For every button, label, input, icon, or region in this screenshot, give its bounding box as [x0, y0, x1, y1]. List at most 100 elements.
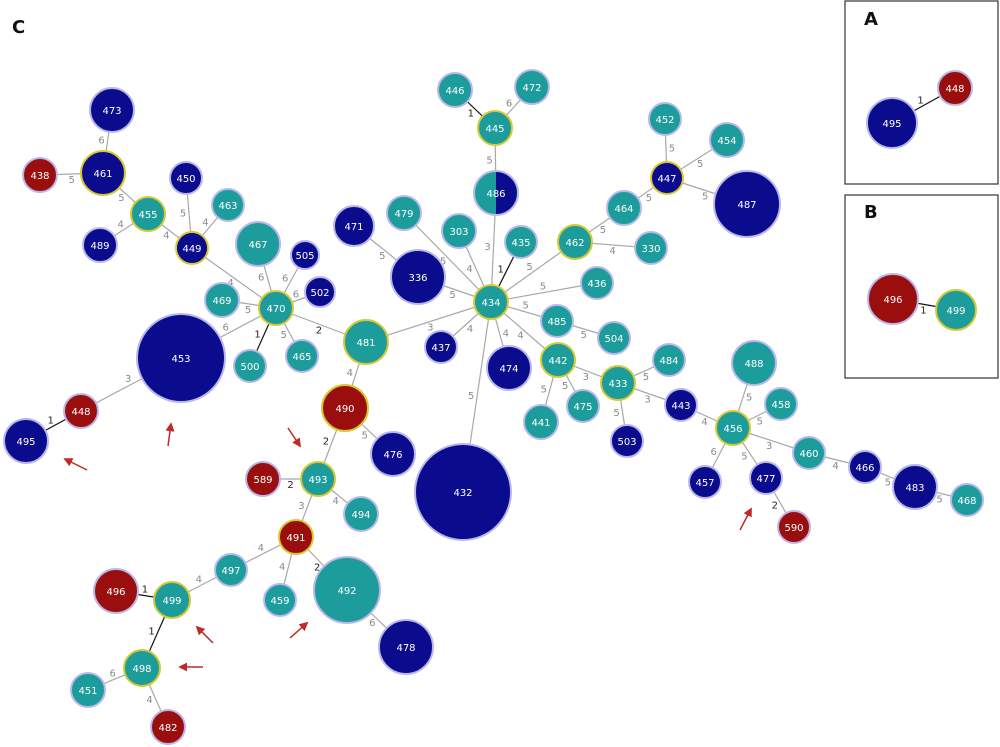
node-label: 470 — [266, 304, 285, 315]
edge-label: 4 — [467, 324, 473, 335]
node-label: 504 — [604, 334, 623, 345]
node — [3, 418, 49, 464]
node-label: 463 — [218, 201, 237, 212]
node — [441, 213, 477, 249]
node-label: 330 — [641, 244, 660, 255]
node — [606, 190, 642, 226]
node-label: 494 — [351, 510, 370, 521]
node — [597, 321, 631, 355]
node — [634, 231, 668, 265]
node — [477, 110, 513, 146]
node-label: 456 — [723, 424, 742, 435]
edge-label: 4 — [227, 278, 233, 289]
edge-label: 3 — [766, 441, 772, 452]
node-label: 589 — [253, 475, 272, 486]
edge-label: 3 — [298, 501, 304, 512]
node-label: 461 — [93, 169, 112, 180]
node-label: 433 — [608, 379, 627, 390]
node-label: 473 — [102, 106, 121, 117]
edge-label: 1 — [254, 330, 260, 341]
panel-frame — [844, 0, 999, 185]
edge-label: 1 — [920, 305, 926, 316]
node-label: 493 — [308, 475, 327, 486]
edge-label: 5 — [245, 305, 251, 316]
node — [70, 672, 106, 708]
edge-label: 4 — [258, 543, 264, 554]
edge-label: 1 — [497, 264, 503, 275]
node — [123, 649, 161, 687]
arrow — [287, 427, 301, 448]
edge-label: 5 — [702, 192, 708, 203]
edge-label: 4 — [832, 461, 838, 472]
edge-label: 6 — [98, 136, 104, 147]
node-label: 474 — [499, 364, 518, 375]
node — [22, 157, 58, 193]
node-label: 448 — [71, 407, 90, 418]
node-label: 496 — [883, 295, 902, 306]
node-label: 505 — [295, 251, 314, 262]
edge-label: 6 — [293, 289, 299, 300]
edge-label: 4 — [202, 218, 208, 229]
edge-label: 5 — [600, 225, 606, 236]
edge-label: 4 — [503, 328, 509, 339]
arrow — [289, 621, 309, 639]
node — [473, 284, 509, 320]
node-label: 336 — [408, 273, 427, 284]
node-label: 455 — [138, 210, 157, 221]
edge-label: 5 — [936, 494, 942, 505]
edge-label: 3 — [427, 323, 433, 334]
node-label: 499 — [946, 306, 965, 317]
node — [130, 196, 166, 232]
edge-label: 1 — [148, 627, 154, 638]
node — [777, 510, 811, 544]
edge-label: 1 — [468, 108, 474, 119]
node — [333, 205, 375, 247]
node — [867, 273, 919, 325]
node — [848, 450, 882, 484]
node — [580, 266, 614, 300]
edge-label: 5 — [69, 175, 75, 186]
node — [731, 340, 777, 386]
node-label: 502 — [310, 288, 329, 299]
node-label: 492 — [337, 586, 356, 597]
edge-label: 4 — [146, 695, 152, 706]
node — [263, 583, 297, 617]
node — [304, 276, 336, 308]
node — [486, 345, 532, 391]
node-label: 489 — [90, 241, 109, 252]
node-label: 449 — [182, 244, 201, 255]
edge-label: 6 — [258, 273, 264, 284]
edge-label: 4 — [279, 562, 285, 573]
node — [937, 70, 973, 106]
node-half — [496, 171, 518, 215]
node — [378, 619, 434, 675]
node — [343, 496, 379, 532]
node — [424, 330, 458, 364]
edge-label: 5 — [379, 251, 385, 262]
node-label: 471 — [344, 222, 363, 233]
node-label: 448 — [945, 84, 964, 95]
node-label: 435 — [511, 238, 530, 249]
edge-label: 4 — [701, 417, 707, 428]
edge-label: 5 — [643, 372, 649, 383]
edge-label: 6 — [282, 274, 288, 285]
node-label: 467 — [248, 240, 267, 251]
edge-label: 2 — [314, 563, 320, 574]
node-label: 488 — [744, 359, 763, 370]
edge-label: 5 — [562, 381, 568, 392]
node-label: 475 — [573, 402, 592, 413]
node-label: 438 — [30, 171, 49, 182]
node — [150, 709, 186, 745]
node-label: 495 — [882, 119, 901, 130]
node — [749, 461, 783, 495]
arrows — [63, 422, 752, 672]
edge-label: 3 — [125, 374, 131, 385]
edge-label: 4 — [163, 231, 169, 242]
node — [935, 289, 977, 331]
edge-label: 4 — [347, 368, 353, 379]
node-label: 472 — [522, 83, 541, 94]
node-label: 446 — [445, 86, 464, 97]
node-label: 445 — [485, 124, 504, 135]
